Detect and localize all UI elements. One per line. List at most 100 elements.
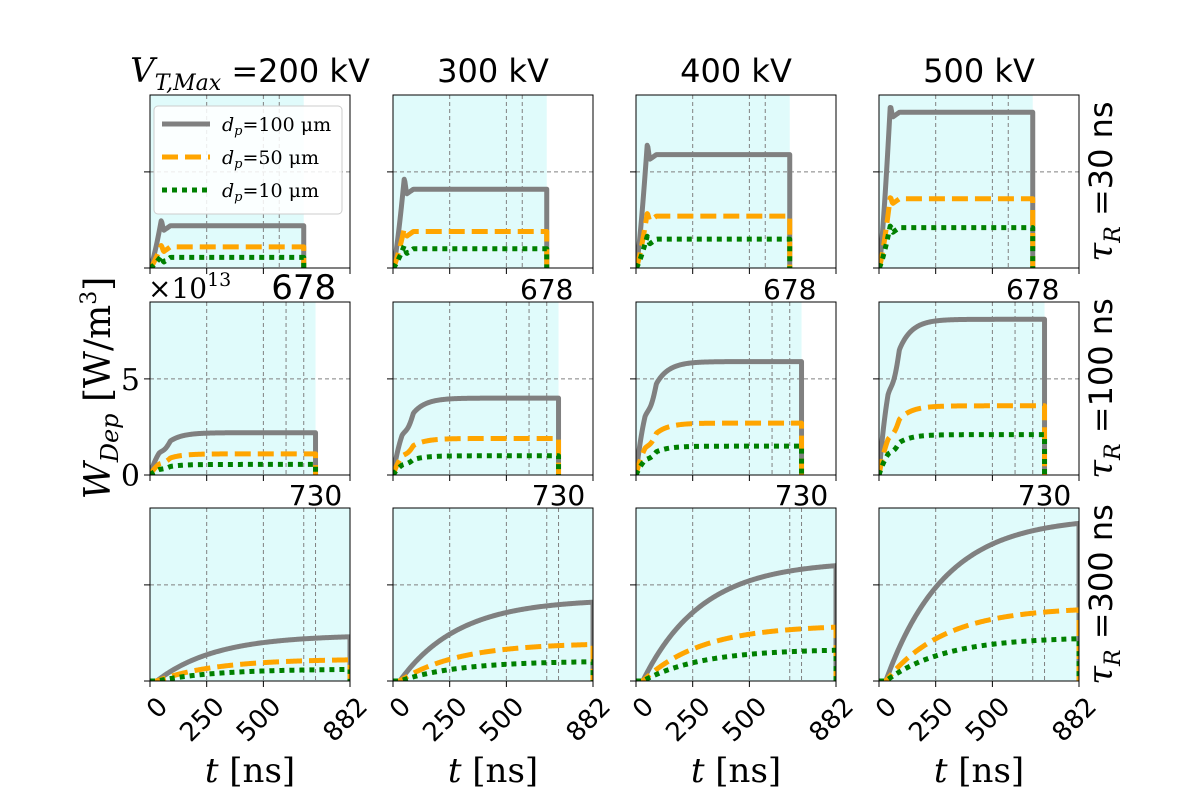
- series-line-3: [879, 223, 1036, 268]
- plot-frame: [392, 507, 594, 682]
- x-axis-label: t [ns]: [448, 751, 538, 791]
- series-line-2: [636, 420, 805, 475]
- series-line-2: [636, 211, 793, 268]
- series-line-3: [393, 659, 593, 681]
- x-tick-label: 882: [318, 692, 374, 748]
- x-tick-label: 500: [474, 692, 530, 748]
- legend-label-1: dp=100 μm: [222, 114, 331, 139]
- plot-frame: [149, 507, 351, 682]
- end-time-label: 730: [289, 479, 342, 512]
- y-axis-label: WDep [W/m3]: [77, 277, 124, 500]
- series-line-3: [879, 432, 1048, 475]
- legend-box: [153, 105, 343, 215]
- series-line-3: [636, 647, 836, 681]
- y-tick-label: 0: [121, 459, 140, 494]
- shaded-region: [636, 95, 790, 268]
- column-header: VT,Max =200 kV: [130, 51, 370, 96]
- plot-frame: [149, 301, 351, 476]
- series-line-2: [879, 403, 1048, 475]
- column-header: 500 kV: [923, 52, 1035, 90]
- plot-frame: [878, 301, 1080, 476]
- subplot-r3-c2: 730: [387, 479, 594, 687]
- series-line-2: [393, 226, 550, 268]
- x-tick-label: 250: [903, 692, 959, 748]
- series-line-1: [879, 520, 1079, 681]
- series-line-2: [150, 451, 319, 475]
- subplot-r2-c2: 678: [387, 273, 594, 481]
- y-tick-label: 5: [121, 363, 140, 398]
- plot-frame: [635, 94, 837, 269]
- x-tick-label: 500: [231, 692, 287, 748]
- end-time-label: 678: [271, 268, 336, 308]
- series-line-3: [150, 461, 319, 475]
- series-line-1: [636, 142, 793, 268]
- column-header: 400 kV: [680, 52, 792, 90]
- series-line-1: [636, 359, 805, 475]
- legend-label-3: dp=10 μm: [222, 180, 319, 205]
- row-header: τR =30 ns: [1081, 101, 1126, 261]
- x-tick-label: 882: [561, 692, 617, 748]
- column-header: 300 kV: [437, 52, 549, 90]
- x-tick-label: 0: [141, 692, 174, 725]
- series-line-1: [879, 316, 1048, 475]
- shaded-region: [150, 508, 350, 681]
- x-tick-label: 500: [717, 692, 773, 748]
- plot-frame: [149, 94, 351, 269]
- subplot-r1-c2: [387, 94, 594, 274]
- series-line-1: [393, 176, 550, 268]
- subplot-r3-c4: 730: [873, 479, 1080, 687]
- subplot-r1-c3: [630, 94, 837, 274]
- x-axis-label: t [ns]: [205, 751, 295, 791]
- shaded-region: [150, 302, 316, 475]
- x-tick-label: 0: [870, 692, 903, 725]
- shaded-region: [879, 508, 1079, 681]
- series-line-2: [879, 195, 1036, 268]
- row-header: τR =300 ns: [1081, 504, 1126, 685]
- series-line-3: [150, 666, 350, 681]
- plot-frame: [392, 94, 594, 269]
- series-line-1: [393, 395, 562, 475]
- shaded-region: [636, 302, 802, 475]
- series-line-1: [150, 218, 307, 268]
- series-line-1: [393, 599, 593, 681]
- subplot-r2-c4: 678: [873, 273, 1080, 481]
- subplot-r3-c3: 730: [630, 479, 837, 687]
- series-line-2: [393, 641, 593, 681]
- subplot-r3-c1: 730: [144, 479, 351, 687]
- series-line-1: [879, 105, 1036, 268]
- series-line-1: [636, 563, 836, 681]
- series-line-3: [636, 443, 805, 475]
- x-tick-label: 250: [660, 692, 716, 748]
- legend-label-2: dp=50 μm: [222, 147, 319, 172]
- series-line-2: [150, 657, 350, 681]
- end-time-label: 730: [775, 479, 828, 512]
- end-time-label: 730: [1018, 479, 1071, 512]
- plot-frame: [635, 301, 837, 476]
- series-line-2: [393, 435, 562, 475]
- row-header: τR =100 ns: [1081, 298, 1126, 479]
- shaded-region: [879, 302, 1045, 475]
- shaded-region: [393, 95, 547, 268]
- plot-frame: [635, 507, 837, 682]
- series-line-2: [150, 243, 307, 268]
- plot-frame: [878, 94, 1080, 269]
- legend: dp=100 μm dp=50 μm dp=10 μm: [153, 105, 343, 215]
- x-axis-label: t [ns]: [934, 751, 1024, 791]
- x-tick-label: 882: [804, 692, 860, 748]
- series-line-3: [636, 233, 793, 268]
- end-time-label: 730: [532, 479, 585, 512]
- x-tick-label: 0: [384, 692, 417, 725]
- shaded-region: [393, 302, 559, 475]
- subplot-r1-c4: [873, 94, 1080, 274]
- plot-frame: [878, 507, 1080, 682]
- y-scale-factor: ×1013: [148, 269, 231, 305]
- x-tick-label: 882: [1047, 692, 1103, 748]
- end-time-label: 678: [520, 273, 573, 306]
- shaded-region: [879, 95, 1033, 268]
- x-tick-label: 500: [960, 692, 1016, 748]
- subplot-r2-c3: 678: [630, 273, 837, 481]
- series-line-1: [150, 430, 319, 475]
- end-time-label: 678: [763, 273, 816, 306]
- plot-frame: [392, 301, 594, 476]
